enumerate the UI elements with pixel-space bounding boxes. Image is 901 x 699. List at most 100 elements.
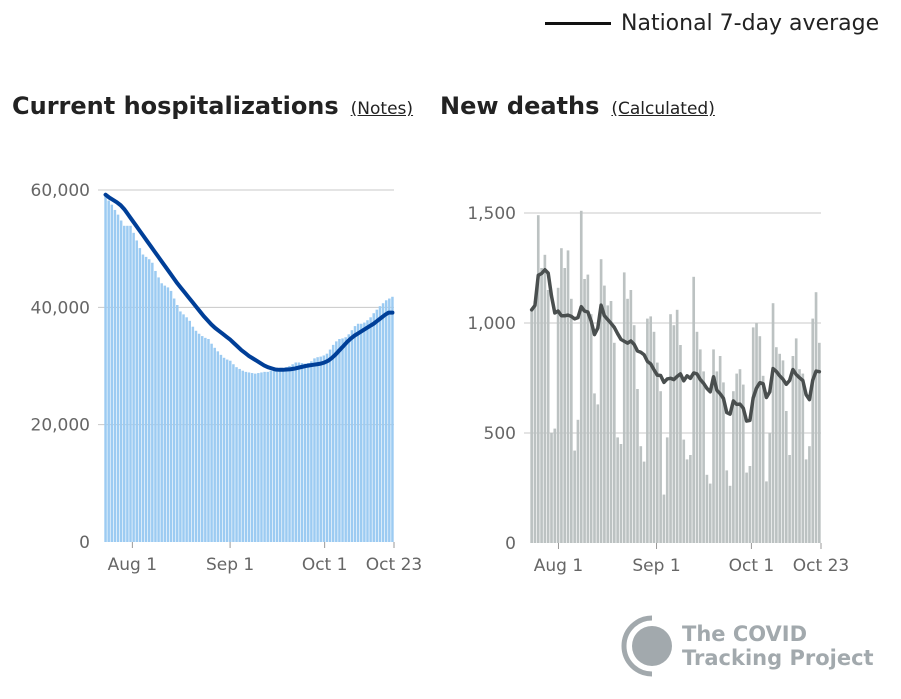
- deaths-bar: [791, 356, 795, 543]
- deaths-bar: [695, 331, 699, 543]
- deaths-bar: [692, 276, 696, 543]
- hospitalizations-bar: [116, 214, 120, 542]
- hospitalizations-bar: [360, 323, 363, 542]
- deaths-bar: [652, 331, 656, 543]
- deaths-bar: [781, 360, 785, 543]
- hospitalizations-x-tick-label: Aug 1: [108, 555, 157, 575]
- hospitalizations-bar: [241, 370, 245, 542]
- deaths-bar: [550, 433, 553, 543]
- deaths-bar: [596, 404, 600, 543]
- hospitalizations-bar: [341, 338, 344, 542]
- hospitalizations-bar: [144, 256, 148, 542]
- hospitalizations-bar: [344, 337, 347, 542]
- hospitalizations-bar: [282, 368, 285, 542]
- calculated-link[interactable]: (Calculated): [611, 99, 715, 119]
- deaths-x-tick-label: Oct 1: [729, 556, 775, 576]
- deaths-bar: [768, 433, 772, 543]
- deaths-bar: [818, 342, 821, 543]
- deaths-bar: [775, 347, 778, 543]
- hospitalizations-bar: [300, 363, 304, 542]
- notes-link[interactable]: (Notes): [350, 99, 414, 119]
- hospitalizations-bar: [160, 283, 163, 542]
- hospitalizations-y-tick-label: 0: [79, 533, 90, 553]
- hospitalizations-bar: [222, 357, 226, 542]
- deaths-bar: [738, 369, 742, 543]
- deaths-bar: [765, 481, 768, 543]
- deaths-bar: [778, 353, 781, 543]
- deaths-bar: [530, 309, 533, 543]
- deaths-bar: [613, 342, 616, 543]
- hospitalizations-bar: [166, 287, 170, 542]
- deaths-bar: [718, 356, 722, 543]
- deaths-bar: [583, 279, 586, 543]
- deaths-bar: [755, 323, 758, 543]
- deaths-bar: [712, 349, 715, 543]
- deaths-bar: [798, 369, 801, 543]
- hospitalizations-bar: [104, 194, 107, 542]
- hospitalizations-bar: [113, 209, 117, 543]
- hospitalizations-bar: [331, 344, 335, 542]
- deaths-bar: [715, 371, 719, 543]
- legend-line-swatch: [545, 21, 611, 25]
- hospitalizations-header: Current hospitalizations (Notes): [12, 92, 413, 120]
- deaths-bar: [698, 349, 702, 543]
- hospitalizations-bar: [147, 259, 151, 542]
- deaths-bar: [761, 375, 765, 543]
- deaths-bar: [649, 316, 653, 543]
- hospitalizations-bar: [307, 363, 310, 542]
- hospitalizations-bar: [384, 300, 388, 542]
- hospitalizations-bar: [182, 314, 185, 542]
- deaths-average-line: [529, 268, 822, 423]
- legend-label: National 7-day average: [621, 10, 880, 36]
- logo-text-line-2: Tracking Project: [682, 646, 874, 670]
- deaths-bar: [646, 318, 649, 543]
- hospitalizations-bar: [350, 330, 354, 542]
- hospitalizations-bar: [319, 356, 322, 542]
- deaths-bar: [573, 450, 576, 543]
- hospitalizations-bar: [204, 337, 207, 542]
- hospitalizations-bar: [375, 309, 379, 542]
- hospitalizations-bar: [207, 339, 210, 542]
- deaths-y-tick-label: 1,500: [467, 204, 516, 224]
- hospitalizations-bar: [325, 353, 329, 542]
- deaths-bar: [784, 411, 788, 543]
- hospitalizations-bar: [244, 371, 248, 542]
- hospitalizations-y-tick-label: 60,000: [31, 181, 90, 201]
- hospitalizations-bar: [366, 320, 369, 542]
- deaths-bar: [741, 384, 745, 543]
- hospitalizations-bar: [294, 362, 298, 542]
- hospitalizations-bar: [110, 204, 114, 542]
- deaths-bar: [705, 474, 709, 543]
- hospitalizations-bar: [210, 343, 213, 542]
- hospitalizations-bar: [297, 362, 301, 542]
- deaths-bar: [576, 419, 580, 543]
- deaths-y-tick-label: 0: [505, 534, 516, 554]
- deaths-bar: [811, 318, 815, 543]
- hospitalizations-bar: [176, 304, 179, 542]
- hospitalizations-bar: [194, 330, 198, 542]
- hospitalizations-bar: [126, 225, 129, 542]
- deaths-bar: [728, 485, 732, 543]
- hospitalizations-bar: [191, 326, 195, 542]
- hospitalizations-bar: [107, 200, 110, 542]
- legend: National 7-day average: [545, 8, 879, 38]
- hospitalizations-bar: [316, 357, 319, 542]
- hospitalizations-bar: [225, 359, 229, 542]
- deaths-x-tick-label: Oct 23: [793, 556, 849, 576]
- hospitalizations-bar: [260, 372, 263, 542]
- deaths-bar: [679, 345, 682, 543]
- hospitalizations-bar: [310, 361, 313, 542]
- deaths-bar: [556, 287, 560, 543]
- hospitalizations-bar: [372, 313, 375, 542]
- deaths-bar: [771, 303, 775, 543]
- deaths-title: New deaths: [440, 92, 600, 120]
- deaths-bar: [735, 373, 738, 543]
- deaths-bar: [659, 391, 662, 543]
- deaths-bar: [639, 446, 643, 543]
- hospitalizations-bar: [200, 336, 204, 542]
- logo-text-line-1: The COVID: [682, 622, 808, 646]
- deaths-bar: [619, 444, 623, 543]
- deaths-bar: [814, 292, 818, 543]
- hospitalizations-bar: [250, 373, 254, 542]
- deaths-bar: [722, 382, 725, 543]
